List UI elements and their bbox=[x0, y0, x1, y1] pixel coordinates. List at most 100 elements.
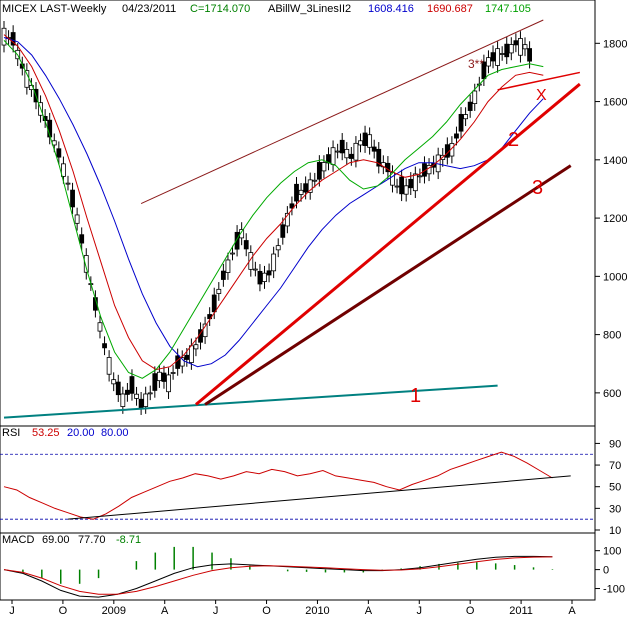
macd-ytick-label: 100 bbox=[603, 546, 621, 558]
candle-body bbox=[56, 148, 62, 158]
candle-body bbox=[362, 132, 368, 147]
trendline-3 bbox=[204, 164, 572, 406]
candle-body bbox=[358, 140, 363, 146]
candle-body bbox=[65, 182, 71, 185]
candle-body bbox=[156, 371, 162, 382]
x-tick-label: O bbox=[262, 605, 271, 617]
candle-body bbox=[367, 134, 373, 148]
macd-ytick-label: 0 bbox=[603, 565, 609, 577]
macd-signal-line bbox=[3, 556, 553, 595]
x-tick-label: 2011 bbox=[509, 605, 533, 617]
candle-body bbox=[271, 253, 277, 272]
candle-body bbox=[175, 355, 181, 369]
candle-body bbox=[495, 48, 500, 66]
candle-body bbox=[412, 173, 418, 192]
candle-body bbox=[513, 40, 519, 46]
candle-body bbox=[70, 189, 75, 208]
candle-body bbox=[166, 374, 171, 393]
price-ytick-label: 1800 bbox=[603, 38, 627, 50]
trendline-x bbox=[497, 71, 581, 91]
candle-body bbox=[280, 224, 286, 238]
candle-body bbox=[454, 133, 459, 139]
x-tick-label: O bbox=[466, 605, 475, 617]
price-ytick-label: 1400 bbox=[603, 155, 627, 167]
price-y-axis: 1800 1600 1400 1200 1000 800 600 bbox=[595, 38, 627, 400]
trendline-2 bbox=[194, 82, 581, 406]
plot-frame bbox=[0, 0, 596, 601]
candle-body bbox=[230, 252, 235, 255]
candle-body bbox=[111, 379, 117, 385]
price-ytick-label: 1000 bbox=[603, 271, 627, 283]
price-ytick-label: 600 bbox=[603, 388, 621, 400]
candle-body bbox=[120, 393, 126, 407]
candle-body bbox=[184, 354, 190, 360]
candle-body bbox=[262, 272, 267, 282]
rsi-trendline bbox=[67, 475, 571, 520]
candle-body bbox=[10, 32, 16, 46]
header-value-red: 1690.687 bbox=[427, 3, 473, 15]
candle-body bbox=[294, 183, 299, 202]
candle-body bbox=[371, 146, 377, 152]
candle-body bbox=[216, 288, 222, 294]
candle-body bbox=[316, 162, 322, 180]
candle-body bbox=[458, 113, 464, 132]
x-tick-label: O bbox=[59, 605, 68, 617]
rsi-value: 53.25 bbox=[32, 427, 60, 439]
trendline-label-3: 3 bbox=[532, 177, 543, 199]
candle-body bbox=[179, 357, 185, 367]
candle-body bbox=[385, 162, 391, 173]
candle-body bbox=[394, 185, 400, 188]
trendlines bbox=[3, 19, 581, 419]
candle-body bbox=[143, 393, 149, 407]
trendline-label-1: 1 bbox=[410, 385, 421, 407]
candle-body bbox=[467, 101, 473, 111]
candle-body bbox=[248, 252, 254, 270]
x-tick-label: A bbox=[161, 605, 169, 617]
rsi-ytick-label: 90 bbox=[609, 438, 621, 450]
rsi-low: 20.00 bbox=[67, 427, 95, 439]
candle-body bbox=[161, 372, 167, 382]
candle-body bbox=[353, 142, 359, 161]
ma-red-line bbox=[3, 34, 544, 371]
candle-body bbox=[188, 345, 194, 363]
candle-body bbox=[102, 343, 107, 349]
candle-body bbox=[527, 48, 532, 62]
candle-body bbox=[74, 214, 80, 224]
candle-body bbox=[499, 53, 505, 55]
macd-ytick-label: -100 bbox=[603, 584, 625, 596]
candle-body bbox=[339, 139, 345, 154]
candle-body bbox=[481, 61, 487, 80]
x-axis: J O 2009 A J O 2010 A J O 2011 A bbox=[9, 600, 576, 617]
candle-body bbox=[518, 38, 523, 56]
ma-blue-line bbox=[3, 37, 544, 368]
candle-body bbox=[234, 231, 240, 250]
x-tick-label: 2010 bbox=[305, 605, 329, 617]
trendline-label-x: X bbox=[536, 87, 547, 104]
candle-body bbox=[504, 43, 510, 58]
candle-body bbox=[472, 90, 478, 105]
rsi-ytick-label: 50 bbox=[609, 482, 621, 494]
candle-body bbox=[298, 189, 304, 195]
macd-value: 69.00 bbox=[42, 534, 70, 546]
rsi-y-axis: 90 70 50 30 10 bbox=[595, 438, 621, 537]
candle-body bbox=[83, 255, 89, 273]
price-ytick-label: 800 bbox=[603, 330, 621, 342]
trendline-label-2: 2 bbox=[508, 129, 519, 151]
macd-lines bbox=[3, 546, 554, 598]
candle-body bbox=[312, 179, 318, 182]
candle-body bbox=[321, 162, 327, 172]
candle-body bbox=[417, 175, 423, 178]
rsi-high: 80.00 bbox=[101, 427, 129, 439]
candle-body bbox=[403, 185, 409, 195]
moving-averages bbox=[3, 34, 544, 379]
x-tick-label: J bbox=[213, 605, 219, 617]
candle-body bbox=[79, 234, 85, 244]
x-tick-label: A bbox=[568, 605, 576, 617]
rsi-ytick-label: 70 bbox=[609, 460, 621, 472]
header-symbol: MICEX LAST-Weekly bbox=[2, 3, 107, 15]
header-value-green: 1747.105 bbox=[485, 3, 531, 15]
candle-body bbox=[522, 44, 528, 50]
candle-body bbox=[335, 150, 341, 153]
macd-hist-value: -8.71 bbox=[116, 534, 141, 546]
